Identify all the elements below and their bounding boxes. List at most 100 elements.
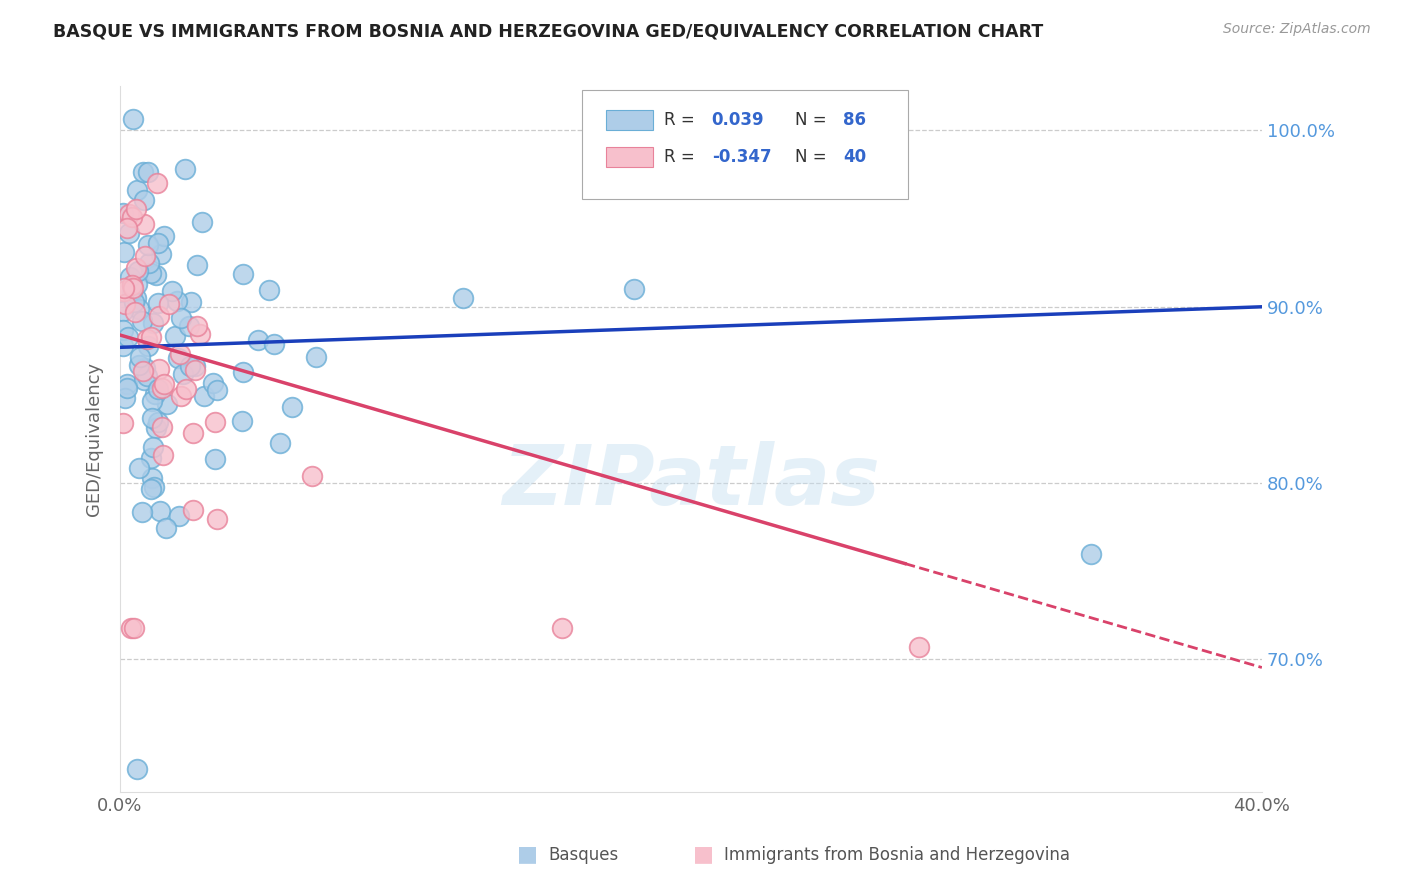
Point xyxy=(551,621,574,635)
Point xyxy=(121,285,143,299)
Point xyxy=(180,295,202,310)
Point xyxy=(129,351,152,365)
Point xyxy=(127,264,149,278)
Point xyxy=(301,469,323,483)
Point xyxy=(132,364,155,378)
Point xyxy=(174,161,197,176)
Point xyxy=(136,165,159,179)
Point xyxy=(156,397,179,411)
Point xyxy=(149,247,172,261)
Text: BASQUE VS IMMIGRANTS FROM BOSNIA AND HERZEGOVINA GED/EQUIVALENCY CORRELATION CHA: BASQUE VS IMMIGRANTS FROM BOSNIA AND HER… xyxy=(53,22,1043,40)
Text: 40: 40 xyxy=(844,148,866,166)
Point xyxy=(190,214,212,228)
Point xyxy=(142,316,165,330)
Point xyxy=(186,318,208,333)
Point xyxy=(146,415,169,429)
Point xyxy=(111,304,134,318)
Point xyxy=(170,311,193,326)
Point xyxy=(152,448,174,462)
Point xyxy=(152,420,174,434)
Point xyxy=(148,361,170,376)
Point xyxy=(179,359,201,373)
Point xyxy=(193,389,215,403)
Point xyxy=(257,284,280,298)
Point xyxy=(111,339,134,353)
Point xyxy=(138,256,160,270)
Point xyxy=(121,280,143,294)
Point xyxy=(115,221,138,235)
Point xyxy=(305,350,328,364)
Point xyxy=(908,640,931,654)
Text: R =: R = xyxy=(664,148,700,166)
Text: N =: N = xyxy=(794,112,832,129)
Text: 0.039: 0.039 xyxy=(711,112,765,129)
Point xyxy=(143,481,166,495)
Point xyxy=(141,471,163,485)
FancyBboxPatch shape xyxy=(606,147,654,167)
Point xyxy=(114,281,136,295)
Point xyxy=(120,269,142,284)
Point xyxy=(146,382,169,396)
Point xyxy=(128,302,150,317)
Point xyxy=(132,165,155,179)
Point xyxy=(148,310,170,324)
Point xyxy=(112,205,135,219)
Point xyxy=(136,238,159,252)
Point xyxy=(205,512,228,526)
Point xyxy=(146,236,169,251)
Text: R =: R = xyxy=(664,112,700,129)
Point xyxy=(121,277,143,292)
Point xyxy=(139,266,162,280)
Point xyxy=(232,365,254,379)
Point xyxy=(125,202,148,216)
Point xyxy=(174,382,197,396)
Point xyxy=(163,329,186,343)
Point xyxy=(112,244,135,259)
Point xyxy=(141,394,163,409)
Point xyxy=(146,177,169,191)
Point xyxy=(121,210,143,224)
Text: Source: ZipAtlas.com: Source: ZipAtlas.com xyxy=(1223,22,1371,37)
Point xyxy=(269,436,291,450)
Point xyxy=(132,373,155,387)
Text: Immigrants from Bosnia and Herzegovina: Immigrants from Bosnia and Herzegovina xyxy=(724,846,1070,863)
Text: -0.347: -0.347 xyxy=(711,148,772,166)
Point xyxy=(131,506,153,520)
Point xyxy=(120,621,142,635)
Point xyxy=(205,383,228,397)
Point xyxy=(623,282,645,296)
Point xyxy=(146,296,169,310)
Point xyxy=(170,389,193,403)
Point xyxy=(145,421,167,435)
Point xyxy=(114,392,136,406)
Point xyxy=(263,337,285,351)
Point xyxy=(184,359,207,374)
Point xyxy=(141,411,163,425)
Text: N =: N = xyxy=(794,148,832,166)
Text: ■: ■ xyxy=(693,845,713,864)
Point xyxy=(160,284,183,298)
Point xyxy=(204,415,226,429)
Point xyxy=(184,363,207,377)
Point xyxy=(181,503,204,517)
Point xyxy=(112,285,135,299)
Point xyxy=(188,326,211,341)
Point xyxy=(166,293,188,308)
Point xyxy=(127,183,149,197)
Point xyxy=(139,451,162,466)
Point xyxy=(145,268,167,282)
Point xyxy=(118,226,141,240)
Point xyxy=(139,483,162,497)
Point xyxy=(169,347,191,361)
Point xyxy=(111,416,134,430)
Point xyxy=(143,386,166,401)
Point xyxy=(204,452,226,467)
Text: ■: ■ xyxy=(517,845,537,864)
Point xyxy=(155,521,177,535)
Point xyxy=(179,318,201,333)
Point xyxy=(157,297,180,311)
Point xyxy=(167,351,190,365)
Point xyxy=(181,425,204,440)
Text: 86: 86 xyxy=(844,112,866,129)
Point xyxy=(186,258,208,272)
